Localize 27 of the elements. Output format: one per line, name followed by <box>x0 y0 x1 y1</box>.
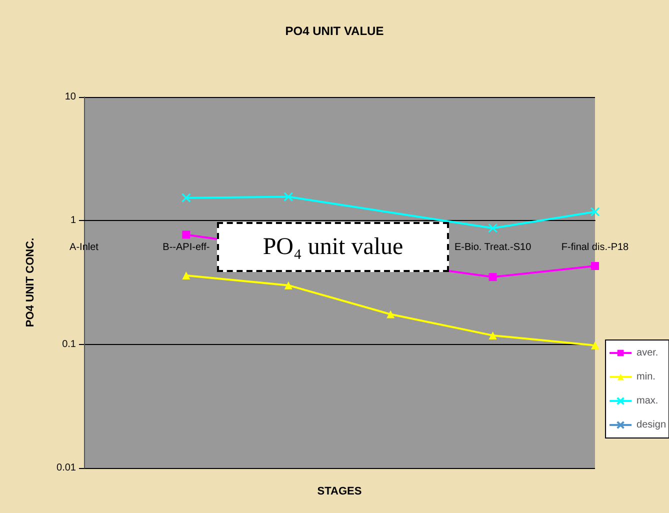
point <box>182 272 190 280</box>
legend-label: design <box>636 420 666 430</box>
legend-label: max. <box>636 396 658 406</box>
legend-label: aver. <box>636 348 658 358</box>
point <box>590 207 600 217</box>
point <box>182 230 190 239</box>
y-tick-label: 0.01 <box>56 462 76 474</box>
point <box>284 192 294 202</box>
point <box>591 341 599 350</box>
y-axis-title: PO4 UNIT CONC. <box>24 238 36 328</box>
y-tick-label: 0.1 <box>62 338 76 350</box>
point <box>284 281 292 290</box>
x-tick-label: E-Bio. Treat.-S10 <box>454 242 532 254</box>
text-box: PO₄ unit value <box>217 222 449 272</box>
point <box>488 223 498 233</box>
x-tick-label: B--API-eff- <box>162 242 210 254</box>
chart-title: PO4 UNIT VALUE <box>285 24 384 38</box>
point <box>591 262 599 270</box>
x-axis-title: STAGES <box>317 486 362 498</box>
x-tick-label: F-final dis.-P18 <box>561 242 630 254</box>
point <box>181 193 191 203</box>
point <box>386 310 395 318</box>
y-tick-label: 10 <box>64 92 76 102</box>
point <box>488 273 497 282</box>
legend-label: min. <box>636 372 656 382</box>
point <box>488 331 497 340</box>
y-tick-label: 1 <box>70 215 76 226</box>
